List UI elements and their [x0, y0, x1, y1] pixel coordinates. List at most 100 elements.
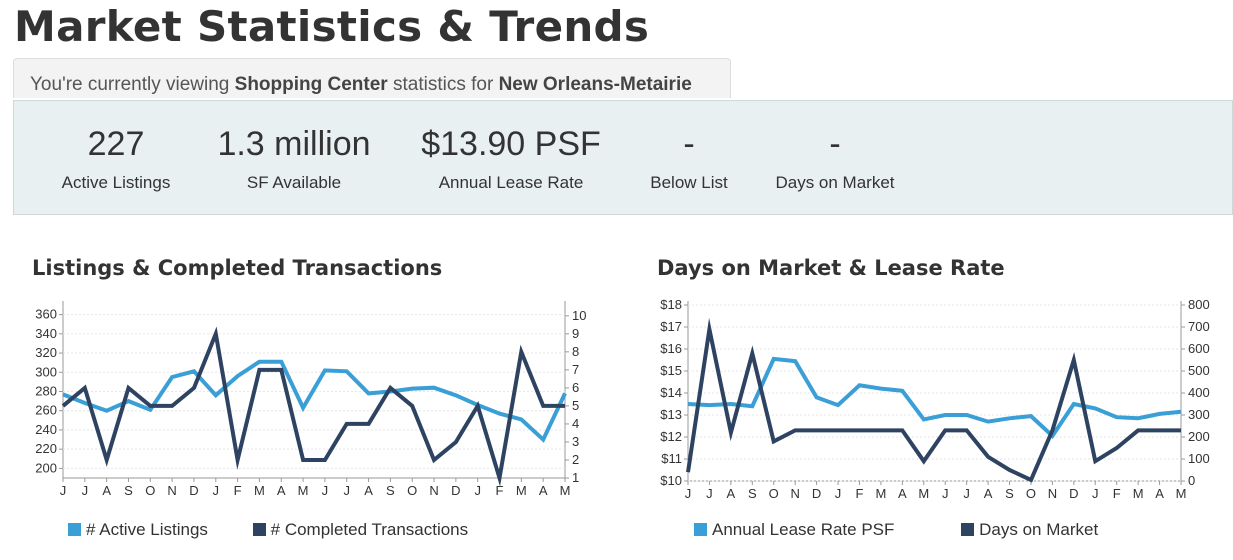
- x-tick-label: O: [145, 483, 155, 498]
- left-tick-label: $12: [660, 429, 682, 444]
- x-tick-label: M: [918, 486, 929, 501]
- page-title: Market Statistics & Trends: [14, 2, 650, 51]
- left-tick-label: $15: [660, 363, 682, 378]
- series-line-2[interactable]: [61, 326, 565, 487]
- x-tick-label: A: [984, 486, 993, 501]
- x-tick-label: M: [875, 486, 886, 501]
- x-tick-label: M: [516, 483, 527, 498]
- right-tick-label: 4: [572, 416, 579, 431]
- stat-value: -: [683, 125, 695, 163]
- legend-item[interactable]: # Completed Transactions: [252, 520, 469, 540]
- x-tick-label: N: [790, 486, 799, 501]
- x-tick-label: M: [1133, 486, 1144, 501]
- stat-label: Annual Lease Rate: [438, 173, 584, 192]
- series-line-2[interactable]: [686, 317, 1181, 483]
- right-tick-label: 300: [1188, 407, 1210, 422]
- right-tick-label: 100: [1188, 451, 1210, 466]
- legend-listings: # Active Listings # Completed Transactio…: [68, 520, 508, 540]
- x-tick-label: S: [748, 486, 757, 501]
- right-tick-label: 9: [572, 326, 579, 341]
- x-tick-label: J: [343, 483, 350, 498]
- x-tick-label: A: [277, 483, 286, 498]
- x-tick-label: J: [835, 486, 842, 501]
- left-tick-label: 340: [35, 326, 57, 341]
- x-tick-label: D: [1069, 486, 1078, 501]
- stat-value: -: [829, 125, 841, 163]
- x-tick-label: J: [82, 483, 89, 498]
- x-tick-label: J: [1092, 486, 1099, 501]
- x-tick-label: D: [451, 483, 460, 498]
- viewing-bar: You're currently viewing Shopping Center…: [13, 58, 731, 98]
- right-tick-label: 1: [572, 470, 579, 485]
- x-tick-label: J: [322, 483, 329, 498]
- x-tick-label: N: [1048, 486, 1057, 501]
- x-tick-label: J: [685, 486, 692, 501]
- right-tick-label: 5: [572, 398, 579, 413]
- x-tick-label: J: [60, 483, 67, 498]
- x-tick-label: A: [539, 483, 548, 498]
- x-tick-label: M: [560, 483, 571, 498]
- x-tick-label: J: [474, 483, 481, 498]
- stat-label: Active Listings: [61, 173, 171, 192]
- x-tick-label: A: [102, 483, 111, 498]
- x-tick-label: J: [942, 486, 949, 501]
- right-tick-label: 500: [1188, 363, 1210, 378]
- x-tick-label: A: [1155, 486, 1164, 501]
- stat-label: Below List: [650, 173, 728, 192]
- series-line-1[interactable]: [62, 359, 567, 443]
- left-tick-label: 320: [35, 345, 57, 360]
- legend-swatch: [694, 523, 707, 536]
- x-tick-label: F: [496, 483, 504, 498]
- series-line-1[interactable]: [687, 356, 1182, 439]
- viewing-prefix: You're currently viewing: [30, 74, 235, 95]
- left-tick-label: 280: [35, 384, 57, 399]
- left-tick-label: 260: [35, 403, 57, 418]
- right-tick-label: 400: [1188, 385, 1210, 400]
- legend-label: Annual Lease Rate PSF: [712, 520, 895, 539]
- stats-panel: 227 Active Listings 1.3 million SF Avail…: [13, 100, 1233, 215]
- x-tick-label: D: [812, 486, 821, 501]
- x-tick-label: J: [706, 486, 713, 501]
- x-tick-label: A: [898, 486, 907, 501]
- x-tick-label: J: [963, 486, 970, 501]
- x-tick-label: F: [1113, 486, 1121, 501]
- legend-label: Days on Market: [979, 520, 1099, 539]
- x-tick-label: S: [124, 483, 133, 498]
- stat-value: $13.90 PSF: [421, 125, 601, 163]
- x-tick-label: S: [1005, 486, 1014, 501]
- legend-label: # Active Listings: [86, 520, 208, 539]
- x-tick-label: N: [167, 483, 176, 498]
- chart-title-days-lease: Days on Market & Lease Rate: [657, 256, 1005, 280]
- x-tick-label: F: [856, 486, 864, 501]
- left-tick-label: $17: [660, 319, 682, 334]
- x-tick-label: J: [213, 483, 220, 498]
- left-tick-label: 200: [35, 460, 57, 475]
- x-tick-label: O: [407, 483, 417, 498]
- x-tick-label: O: [769, 486, 779, 501]
- x-tick-label: M: [254, 483, 265, 498]
- stat-value: 227: [87, 125, 145, 163]
- right-tick-label: 6: [572, 380, 579, 395]
- x-tick-label: S: [386, 483, 395, 498]
- stat-value: 1.3 million: [217, 125, 371, 163]
- property-type[interactable]: Shopping Center: [234, 74, 388, 95]
- legend-item[interactable]: # Active Listings: [68, 520, 208, 540]
- location-name[interactable]: New Orleans-Metairie: [498, 74, 692, 95]
- x-tick-label: A: [364, 483, 373, 498]
- legend-item[interactable]: Annual Lease Rate PSF: [694, 520, 894, 540]
- x-tick-label: M: [298, 483, 309, 498]
- right-tick-label: 8: [572, 344, 579, 359]
- left-tick-label: $16: [660, 341, 682, 356]
- legend-swatch: [252, 523, 266, 536]
- right-tick-label: 0: [1188, 473, 1195, 488]
- right-tick-label: 3: [572, 434, 579, 449]
- right-tick-label: 10: [572, 308, 586, 323]
- legend-item[interactable]: Days on Market: [961, 520, 1098, 540]
- x-tick-label: N: [429, 483, 438, 498]
- legend-label: # Completed Transactions: [270, 520, 469, 539]
- right-tick-label: 200: [1188, 429, 1210, 444]
- stat-label: SF Available: [246, 173, 342, 192]
- x-tick-label: F: [234, 483, 242, 498]
- left-tick-label: $18: [660, 297, 682, 312]
